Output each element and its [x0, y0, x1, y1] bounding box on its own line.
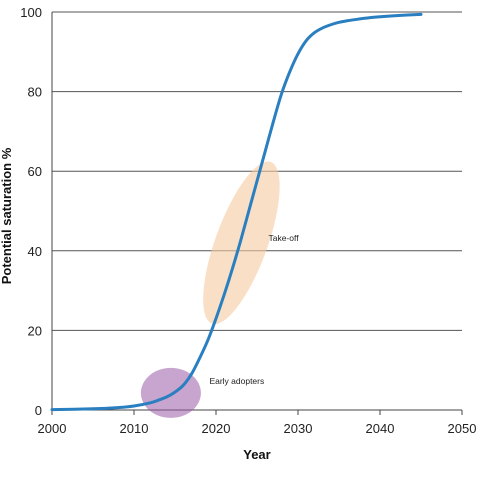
x-tick-label-2050: 2050	[448, 421, 477, 436]
x-tick-label-2010: 2010	[120, 421, 149, 436]
x-tick-label-2030: 2030	[284, 421, 313, 436]
annotation-take-off: Take-off	[268, 233, 299, 243]
x-axis-title: Year	[243, 447, 270, 462]
y-tick-label-20: 20	[28, 323, 42, 338]
y-tick-label-0: 0	[35, 403, 42, 418]
y-tick-label-80: 80	[28, 85, 42, 100]
x-tick-label-2000: 2000	[38, 421, 67, 436]
x-tick-label-2020: 2020	[202, 421, 231, 436]
y-axis-title: Potential saturation %	[0, 147, 14, 284]
y-tick-label-40: 40	[28, 244, 42, 259]
x-tick-label-2040: 2040	[366, 421, 395, 436]
y-tick-label-100: 100	[20, 5, 42, 20]
y-tick-label-60: 60	[28, 164, 42, 179]
series-line-0	[50, 12, 423, 412]
annotation-early-adopters: Early adopters	[209, 376, 264, 386]
